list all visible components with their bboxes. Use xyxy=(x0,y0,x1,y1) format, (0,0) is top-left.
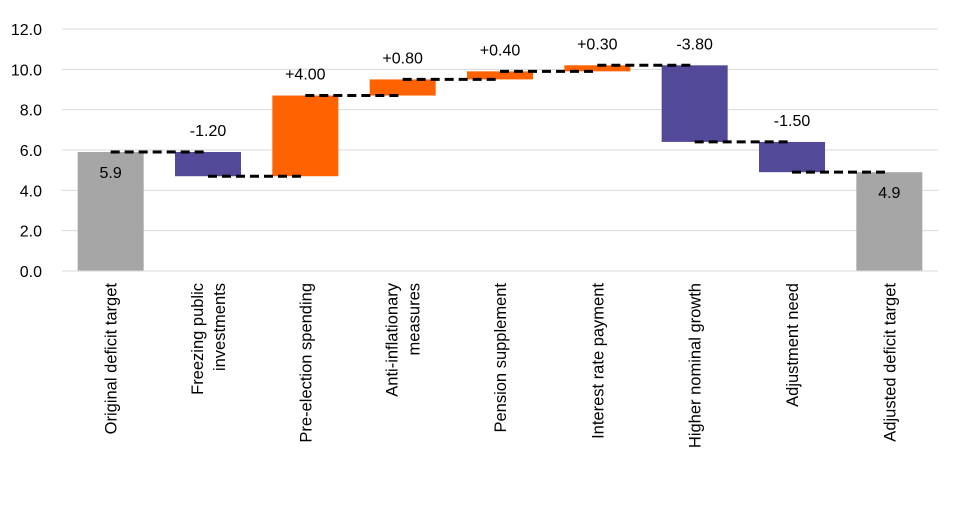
x-category-label: Pension supplement xyxy=(492,283,510,433)
bar-6 xyxy=(661,65,728,142)
x-category-label: Interest rate payment xyxy=(589,283,607,439)
y-tick-label: 0.0 xyxy=(20,264,42,281)
y-tick-label: 4.0 xyxy=(20,183,42,200)
bar-0 xyxy=(77,152,144,271)
bar-7 xyxy=(759,141,825,173)
bar-4 xyxy=(467,71,533,80)
x-category-label: Adjusted deficit target xyxy=(881,283,899,442)
y-tick-label: 6.0 xyxy=(20,143,42,160)
bar-5 xyxy=(564,65,631,72)
y-tick-label: 2.0 xyxy=(20,224,42,241)
bar-1 xyxy=(175,152,241,177)
x-category-label: Original deficit target xyxy=(103,283,121,435)
bar-2 xyxy=(272,95,339,177)
data-label: +0.40 xyxy=(480,42,521,59)
data-label: +4.00 xyxy=(285,67,326,84)
x-category-label: Freezing public xyxy=(189,283,207,395)
x-category-label: Pre-election spending xyxy=(297,283,315,443)
bars xyxy=(77,65,923,271)
y-axis-ticks: 0.0 2.0 4.0 6.0 8.0 10.0 12.0 xyxy=(11,22,42,281)
data-label: -1.20 xyxy=(190,123,227,140)
x-category-label: Higher nominal growth xyxy=(687,283,705,448)
connector-lines xyxy=(110,63,890,178)
data-label: +0.80 xyxy=(382,50,423,67)
y-tick-label: 12.0 xyxy=(11,22,42,39)
gridlines xyxy=(62,28,938,232)
data-label: 4.9 xyxy=(878,185,900,202)
bar-3 xyxy=(369,79,436,96)
x-category-label: measures xyxy=(406,283,424,355)
data-label: 5.9 xyxy=(100,165,122,182)
data-label: -1.50 xyxy=(774,113,811,130)
data-label: -3.80 xyxy=(676,36,713,53)
bar-8 xyxy=(856,172,923,271)
data-label: +0.30 xyxy=(577,36,618,53)
x-category-label: Anti-inflationary xyxy=(384,282,402,396)
data-labels: 5.9 -1.20 +4.00 +0.80 +0.40 +0.30 -3.80 -1.50 4.… xyxy=(100,36,901,202)
y-tick-label: 8.0 xyxy=(20,103,42,120)
x-category-label: investments xyxy=(211,283,229,371)
x-category-label: Adjustment need xyxy=(784,283,802,407)
y-tick-label: 10.0 xyxy=(11,62,42,79)
x-axis-category-labels: Original deficit target Freezing public in… xyxy=(103,282,900,448)
